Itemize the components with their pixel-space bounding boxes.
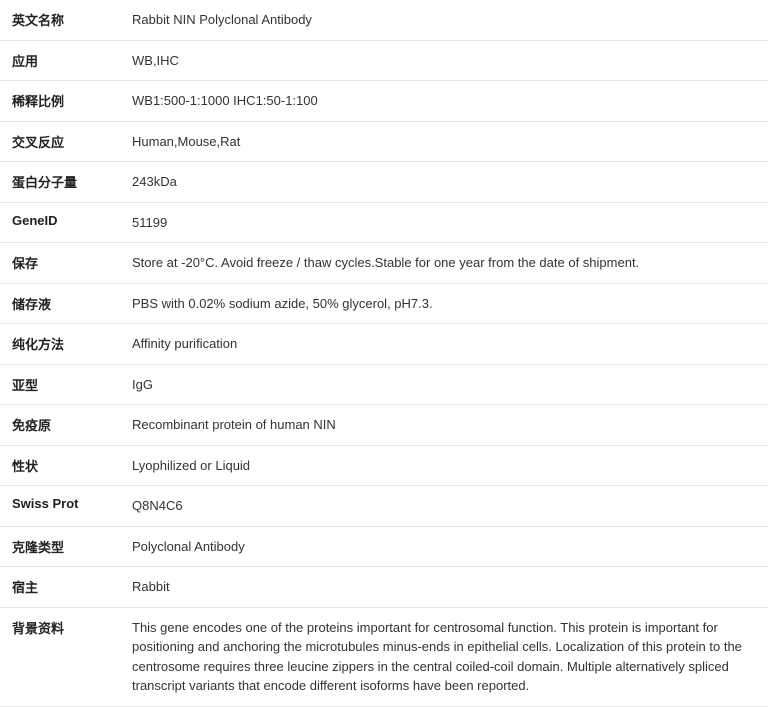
table-row: 储存液 PBS with 0.02% sodium azide, 50% gly… [0, 283, 768, 324]
row-label: 克隆类型 [0, 526, 120, 567]
row-value: Human,Mouse,Rat [120, 121, 768, 162]
row-value: WB1:500-1:1000 IHC1:50-1:100 [120, 81, 768, 122]
row-label: 蛋白分子量 [0, 162, 120, 203]
row-value: IgG [120, 364, 768, 405]
row-value: Rabbit NIN Polyclonal Antibody [120, 0, 768, 40]
row-value: Lyophilized or Liquid [120, 445, 768, 486]
row-label: 纯化方法 [0, 324, 120, 365]
row-label: 亚型 [0, 364, 120, 405]
table-row: 纯化方法 Affinity purification [0, 324, 768, 365]
row-label: GeneID [0, 202, 120, 243]
row-label: 交叉反应 [0, 121, 120, 162]
table-row: 背景资料 This gene encodes one of the protei… [0, 607, 768, 706]
row-value: 51199 [120, 202, 768, 243]
table-body: 英文名称 Rabbit NIN Polyclonal Antibody 应用 W… [0, 0, 768, 706]
table-row: 英文名称 Rabbit NIN Polyclonal Antibody [0, 0, 768, 40]
table-row: 克隆类型 Polyclonal Antibody [0, 526, 768, 567]
row-label: 性状 [0, 445, 120, 486]
row-value: PBS with 0.02% sodium azide, 50% glycero… [120, 283, 768, 324]
table-row: Swiss Prot Q8N4C6 [0, 486, 768, 527]
table-row: 交叉反应 Human,Mouse,Rat [0, 121, 768, 162]
table-row: 性状 Lyophilized or Liquid [0, 445, 768, 486]
row-value: Recombinant protein of human NIN [120, 405, 768, 446]
row-value: Polyclonal Antibody [120, 526, 768, 567]
row-label: 英文名称 [0, 0, 120, 40]
table-row: 宿主 Rabbit [0, 567, 768, 608]
row-value: Rabbit [120, 567, 768, 608]
row-label: 稀释比例 [0, 81, 120, 122]
row-value: 243kDa [120, 162, 768, 203]
row-value: This gene encodes one of the proteins im… [120, 607, 768, 706]
row-label: 背景资料 [0, 607, 120, 706]
product-spec-table: 英文名称 Rabbit NIN Polyclonal Antibody 应用 W… [0, 0, 768, 707]
row-label: 储存液 [0, 283, 120, 324]
row-value: Store at -20°C. Avoid freeze / thaw cycl… [120, 243, 768, 284]
table-row: 应用 WB,IHC [0, 40, 768, 81]
table-row: 保存 Store at -20°C. Avoid freeze / thaw c… [0, 243, 768, 284]
table-row: 亚型 IgG [0, 364, 768, 405]
row-value: Q8N4C6 [120, 486, 768, 527]
table-row: 稀释比例 WB1:500-1:1000 IHC1:50-1:100 [0, 81, 768, 122]
table-row: 免疫原 Recombinant protein of human NIN [0, 405, 768, 446]
row-value: WB,IHC [120, 40, 768, 81]
row-label: 应用 [0, 40, 120, 81]
row-value: Affinity purification [120, 324, 768, 365]
row-label: 免疫原 [0, 405, 120, 446]
table-row: 蛋白分子量 243kDa [0, 162, 768, 203]
row-label: Swiss Prot [0, 486, 120, 527]
table-row: GeneID 51199 [0, 202, 768, 243]
row-label: 保存 [0, 243, 120, 284]
row-label: 宿主 [0, 567, 120, 608]
